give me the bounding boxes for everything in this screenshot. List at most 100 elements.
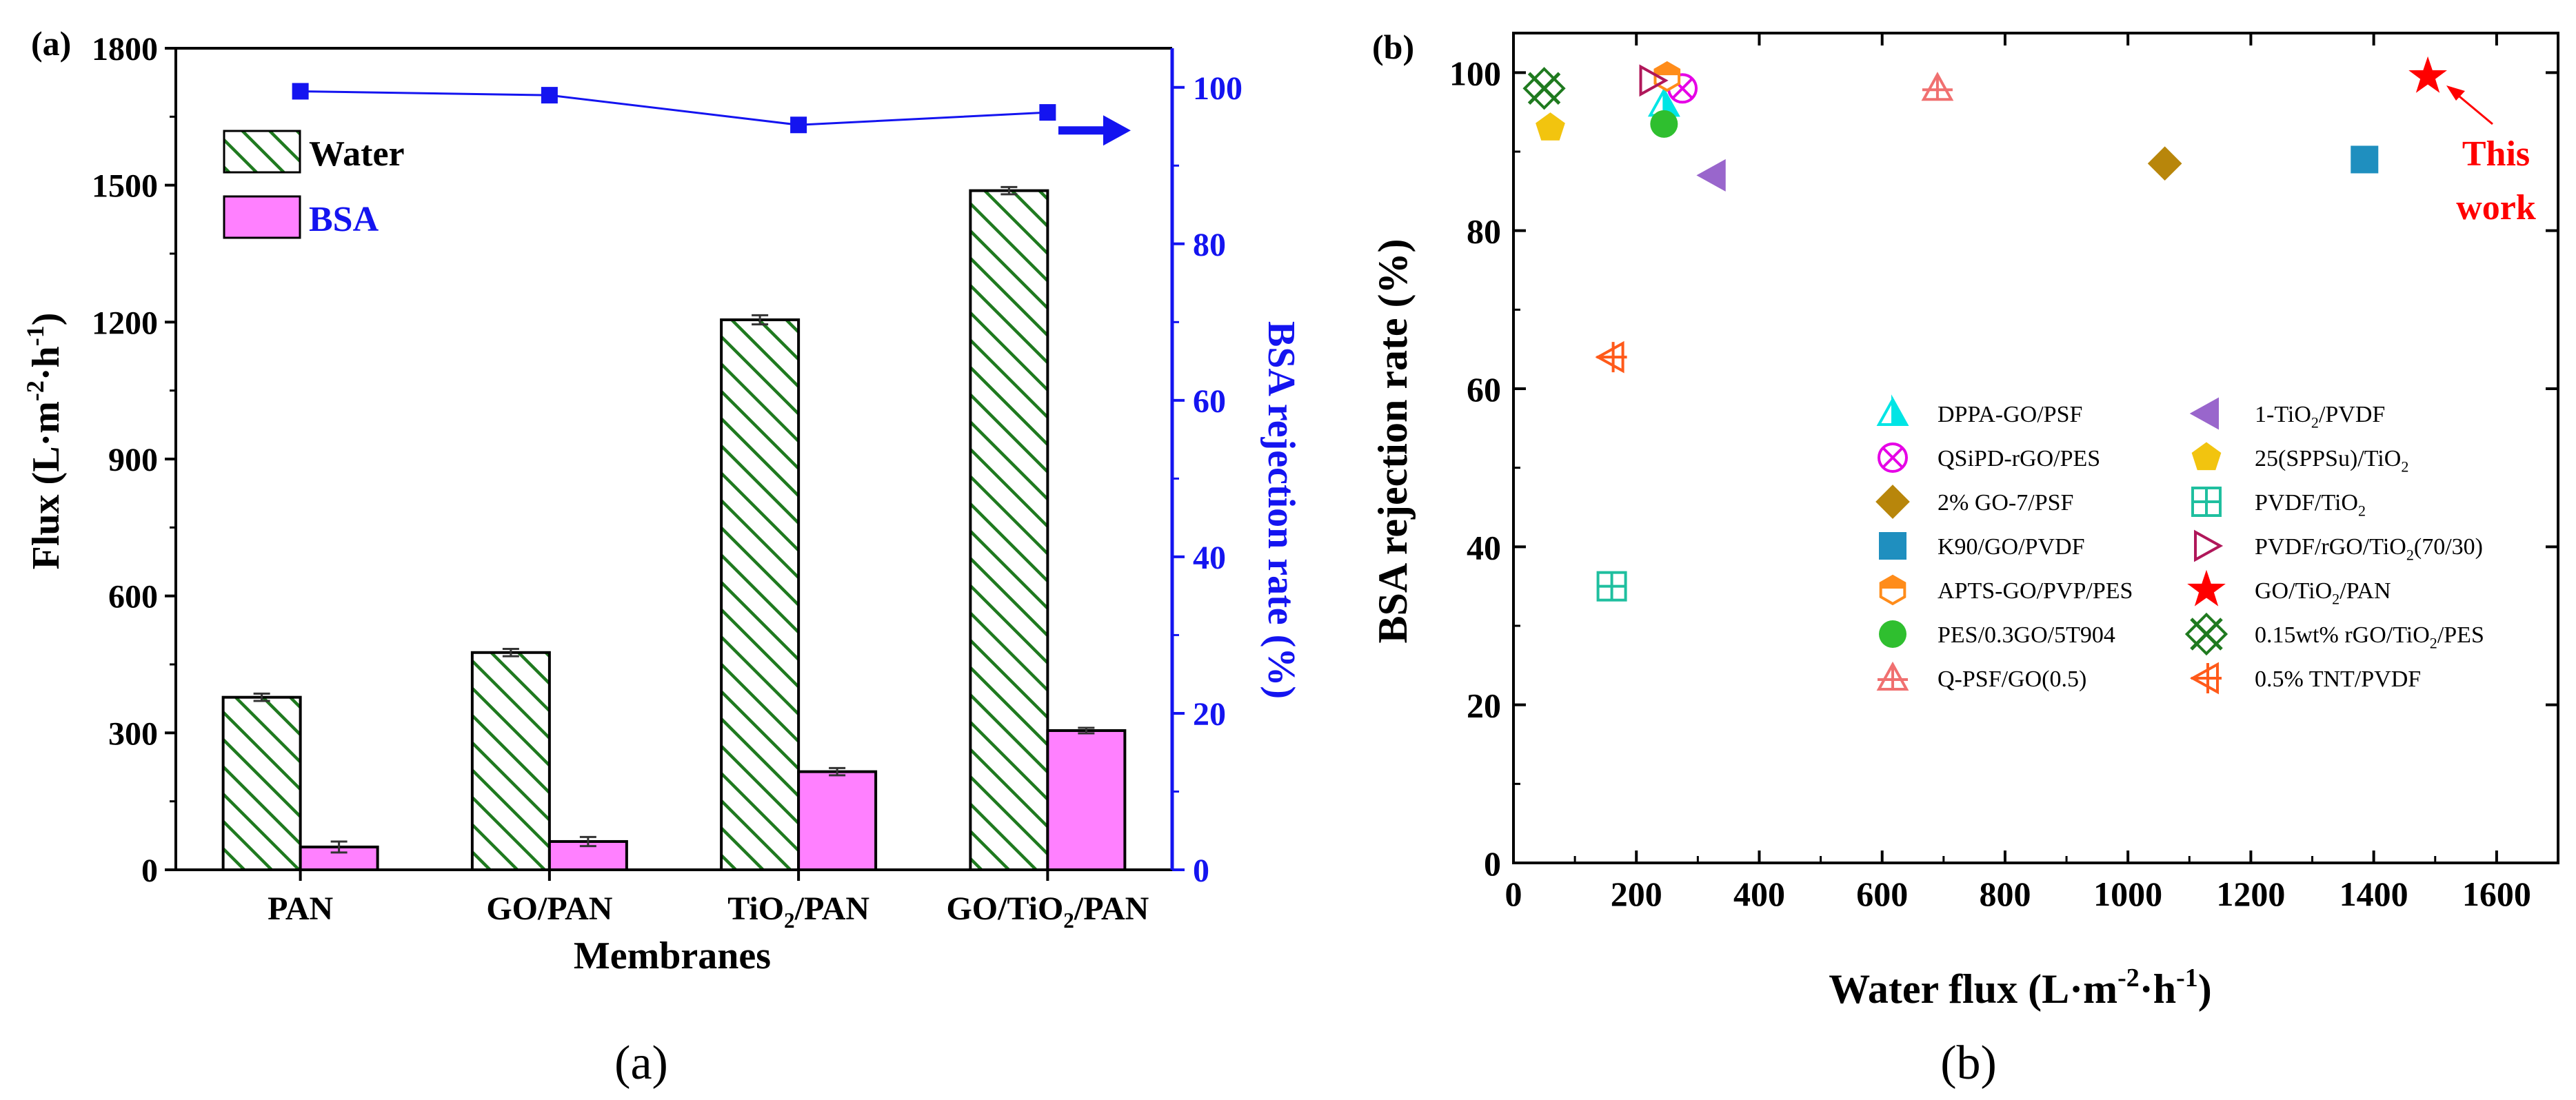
legend-marker-triangle-right (2194, 529, 2224, 562)
rejection-point (790, 116, 807, 134)
y2-tick-label: 60 (1193, 383, 1226, 420)
rejection-point (292, 83, 309, 100)
water-bar (720, 318, 801, 871)
legend-marker-pentagon-shape (2191, 442, 2222, 471)
y-tick-label: 20 (1467, 686, 1501, 725)
y-tick-label: 0 (1484, 844, 1501, 883)
x-category-label: GO/PAN (486, 890, 612, 927)
legend-bsa-label: BSA (309, 200, 379, 239)
caption-a: (a) (614, 1037, 668, 1090)
rejection-point (1039, 104, 1056, 121)
panel-b-frame (1512, 32, 2559, 864)
y2-tick-label: 80 (1193, 227, 1226, 263)
this-work-annotation: This work (2446, 85, 2536, 227)
this-work-line2: work (2456, 188, 2536, 227)
y-tick-label: 60 (1467, 370, 1501, 409)
legend-marker-square-plus (2191, 487, 2222, 517)
panel-b-points (1522, 56, 2447, 602)
x-category-label: PAN (268, 890, 333, 927)
scatter-point-circle (1650, 110, 1678, 138)
legend-marker-square (1879, 532, 1906, 560)
legend-marker-x-square-shape (2190, 618, 2223, 651)
legend-water-label: Water (309, 134, 405, 174)
legend-bsa-swatch (223, 195, 301, 239)
panel-a-chart: (a) 0 300 600 900 1200 1500 1800 0 20 40 60 80 100 P… (21, 24, 1302, 977)
scatter-point-circle-x-shape (1671, 77, 1693, 99)
panel-b-chart: (b) 0 200 400 600 800 1000 1200 1400 1600 0 20 40 60… (1370, 28, 2559, 1012)
panel-a-label: (a) (31, 24, 71, 63)
panel-a-rejection-line (292, 83, 1131, 146)
legend-marker-triangle-left (2189, 397, 2219, 430)
panel-a-y2label: BSA rejection rate (%) (1260, 321, 1302, 699)
scatter-point-hexagon-shape (1655, 63, 1680, 76)
water-bar (221, 695, 302, 871)
legend-marker-triangle-up (1876, 394, 1909, 426)
legend-water-swatch (223, 130, 301, 174)
y2-tick-label: 40 (1193, 540, 1226, 576)
panel-a-bars (221, 185, 1127, 872)
y2-tick-label: 100 (1193, 70, 1242, 107)
x-tick-label: 1600 (2462, 875, 2531, 913)
legend-marker-triangle-plus (1876, 661, 1909, 691)
x-tick-label: 800 (1979, 875, 2031, 913)
scatter-point-circle-shape (1650, 110, 1678, 138)
x-tick-label: 1200 (2216, 875, 2285, 913)
scatter-point-square (2351, 145, 2379, 174)
y-tick-label: 900 (108, 442, 158, 478)
bsa-bar (1046, 729, 1127, 871)
rejection-axis-arrow-head (1103, 115, 1131, 146)
y2-tick-label: 0 (1193, 853, 1209, 889)
legend-label: 0.5% TNT/PVDF (2255, 666, 2421, 692)
legend-label: Q-PSF/GO(0.5) (1938, 666, 2086, 692)
legend-label: PES/0.3GO/5T904 (1938, 622, 2115, 648)
legend-marker-triangle-left-plus (2189, 662, 2222, 695)
scatter-point-x-square-shape (1527, 72, 1561, 105)
legend-marker-circle-x-shape (1878, 442, 1908, 473)
scatter-point-diamond (2147, 146, 2182, 181)
y-tick-label: 600 (108, 579, 158, 615)
y-tick-label: 1200 (92, 305, 158, 341)
scatter-point-diamond-shape (2147, 146, 2182, 181)
bsa-bar (797, 770, 878, 871)
legend-marker-triangle-up-shape (1891, 394, 1909, 426)
legend-marker-diamond (1875, 485, 1910, 519)
legend-marker-x-square (2184, 612, 2228, 656)
this-work-arrow-head (2446, 85, 2465, 101)
scatter-point-square-shape (2351, 145, 2379, 174)
legend-label: APTS-GO/PVP/PES (1938, 578, 2133, 604)
legend-label: 25(SPPSu)/TiO2 (2255, 446, 2408, 476)
legend-marker-pentagon (2191, 442, 2222, 471)
legend-marker-circle-x-shape (1882, 447, 1904, 469)
legend-marker-circle-shape (1879, 620, 1906, 648)
legend-label: PVDF/TiO2 (2255, 490, 2366, 520)
panel-b-label: (b) (1372, 28, 1414, 66)
x-tick-label: 200 (1611, 875, 1662, 913)
scatter-point-pentagon (1536, 112, 1565, 141)
scatter-point-triangle-left (1696, 159, 1726, 192)
panel-a-legend: Water BSA (223, 130, 405, 239)
panel-b-xlabel: Water flux (L·m-2·h-1) (1829, 964, 2212, 1012)
x-tick-label: 1000 (2093, 875, 2162, 913)
caption-b: (b) (1940, 1037, 1997, 1090)
scatter-point-triangle-right (1639, 64, 1669, 97)
legend-label: K90/GO/PVDF (1938, 534, 2084, 560)
panel-a-xlabel: Membranes (574, 935, 771, 977)
scatter-point-triangle-right-shape (1639, 64, 1669, 97)
rejection-point (541, 87, 558, 104)
scatter-point-star-shape (2408, 56, 2447, 93)
y-tick-label: 100 (1449, 54, 1501, 92)
this-work-line1: This (2462, 134, 2530, 174)
legend-label: GO/TiO2/PAN (2255, 578, 2391, 608)
legend-label: PVDF/rGO/TiO2(70/30) (2255, 534, 2483, 564)
x-tick-label: 600 (1856, 875, 1908, 913)
x-tick-label: 400 (1733, 875, 1785, 913)
panel-b-axes: 0 200 400 600 800 1000 1200 1400 1600 0 20 40 60 80 10… (1449, 32, 2559, 913)
y-tick-label: 80 (1467, 212, 1501, 251)
panel-a-ylabel: Flux (L·m-2·h-1) (21, 313, 68, 570)
legend-marker-circle-x (1878, 442, 1908, 473)
legend-marker-star-shape (2187, 569, 2226, 607)
panel-a-category-labels: PAN GO/PAN TiO2/PAN GO/TiO2/PAN (268, 890, 1149, 933)
panel-a-axes: 0 300 600 900 1200 1500 1800 0 20 40 60 80 100 (92, 31, 1242, 889)
legend-label: 2% GO-7/PSF (1938, 490, 2073, 516)
